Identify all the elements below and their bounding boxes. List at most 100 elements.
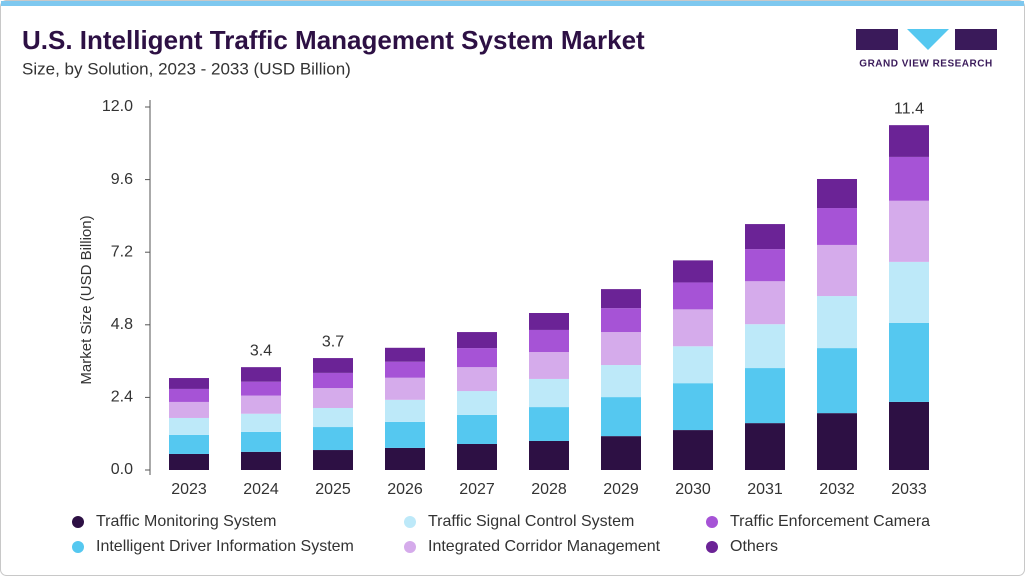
bar-segment <box>601 365 641 398</box>
bar-segment <box>601 436 641 470</box>
bar-segment <box>457 391 497 415</box>
y-tick-label: 9.6 <box>111 171 133 188</box>
bar-segment <box>385 361 425 378</box>
bar-segment <box>673 383 713 431</box>
x-tick-label: 2029 <box>603 481 639 498</box>
bar-segment <box>889 156 929 201</box>
bar-segment <box>673 282 713 310</box>
logo-block <box>856 29 898 50</box>
bar-segment <box>169 434 209 454</box>
bar-segment <box>457 414 497 444</box>
y-tick-label: 7.2 <box>111 243 133 260</box>
bar-segment <box>529 313 569 330</box>
bar-segment <box>601 332 641 366</box>
bar-segment <box>673 309 713 347</box>
bar-segment <box>601 308 641 333</box>
chart-title: U.S. Intelligent Traffic Management Syst… <box>22 25 645 55</box>
bar-segment <box>745 249 785 282</box>
bar-segment <box>529 352 569 379</box>
bar-segment <box>889 200 929 262</box>
total-label: 11.4 <box>894 100 924 117</box>
bar-segment <box>169 401 209 418</box>
bar-segment <box>169 378 209 389</box>
legend-label: Traffic Monitoring System <box>96 513 277 530</box>
bar-segment <box>601 289 641 309</box>
legend-swatch <box>72 541 84 553</box>
legend-label: Integrated Corridor Management <box>428 538 661 555</box>
bar-segment <box>889 261 929 323</box>
x-tick-label: 2023 <box>171 481 207 498</box>
bar-segment <box>889 322 929 402</box>
total-label: 3.4 <box>250 342 272 359</box>
bar-segment <box>457 443 497 470</box>
bar-segment <box>529 407 569 441</box>
x-tick-label: 2033 <box>891 481 927 498</box>
bar-segment <box>385 447 425 470</box>
y-tick-label: 0.0 <box>111 461 133 478</box>
brand: GRAND VIEW RESEARCH <box>859 59 992 70</box>
logo-block <box>955 29 997 50</box>
legend-swatch <box>404 516 416 528</box>
bar-segment <box>169 417 209 435</box>
x-tick-label: 2032 <box>819 481 855 498</box>
bar-segment <box>889 125 929 157</box>
x-tick-label: 2026 <box>387 481 423 498</box>
logo-block <box>907 29 949 50</box>
x-tick-label: 2028 <box>531 481 567 498</box>
x-tick-label: 2024 <box>243 481 279 498</box>
bar-segment <box>457 367 497 392</box>
legend-swatch <box>706 516 718 528</box>
bar-segment <box>817 208 857 245</box>
bar-segment <box>745 423 785 470</box>
bar-segment <box>817 244 857 297</box>
bar-segment <box>313 388 353 408</box>
y-tick-label: 4.8 <box>111 316 133 333</box>
bar-segment <box>241 381 281 396</box>
bar-segment <box>385 347 425 362</box>
x-tick-label: 2030 <box>675 481 711 498</box>
legend-label: Intelligent Driver Information System <box>96 538 354 555</box>
legend-label: Others <box>730 538 778 555</box>
bar-segment <box>385 399 425 422</box>
bar-segment <box>313 427 353 451</box>
bar-segment <box>529 329 569 353</box>
legend-swatch <box>72 516 84 528</box>
bar-segment <box>745 281 785 325</box>
bar-segment <box>241 395 281 414</box>
bar-segment <box>745 368 785 424</box>
bar-segment <box>313 372 353 389</box>
bar-segment <box>313 407 353 428</box>
x-tick-label: 2031 <box>747 481 783 498</box>
bar-segment <box>529 378 569 408</box>
bar-segment <box>817 348 857 414</box>
legend-swatch <box>404 541 416 553</box>
bar-segment <box>889 401 929 470</box>
x-tick-label: 2027 <box>459 481 495 498</box>
bar-segment <box>601 397 641 437</box>
top-strip <box>1 1 1024 6</box>
bar-segment <box>673 346 713 384</box>
y-tick-label: 2.4 <box>111 389 133 406</box>
bar-segment <box>745 324 785 369</box>
bar-segment <box>241 451 281 470</box>
bar-segment <box>313 358 353 373</box>
bar-segment <box>457 332 497 349</box>
bar-segment <box>313 450 353 470</box>
x-tick-label: 2025 <box>315 481 351 498</box>
bar-segment <box>385 377 425 400</box>
legend-swatch <box>706 541 718 553</box>
bar-segment <box>817 413 857 470</box>
bar-segment <box>817 178 857 209</box>
chart-subtitle: Size, by Solution, 2023 - 2033 (USD Bill… <box>22 59 351 78</box>
legend-label: Traffic Enforcement Camera <box>730 513 930 530</box>
bar-segment <box>673 430 713 470</box>
logo: GRAND VIEW RESEARCH <box>856 29 997 70</box>
bar-segment <box>169 388 209 402</box>
bar-segment <box>673 260 713 283</box>
bar-segment <box>241 413 281 432</box>
bar-segment <box>241 431 281 452</box>
total-label: 3.7 <box>322 333 344 350</box>
bar-segment <box>169 453 209 470</box>
